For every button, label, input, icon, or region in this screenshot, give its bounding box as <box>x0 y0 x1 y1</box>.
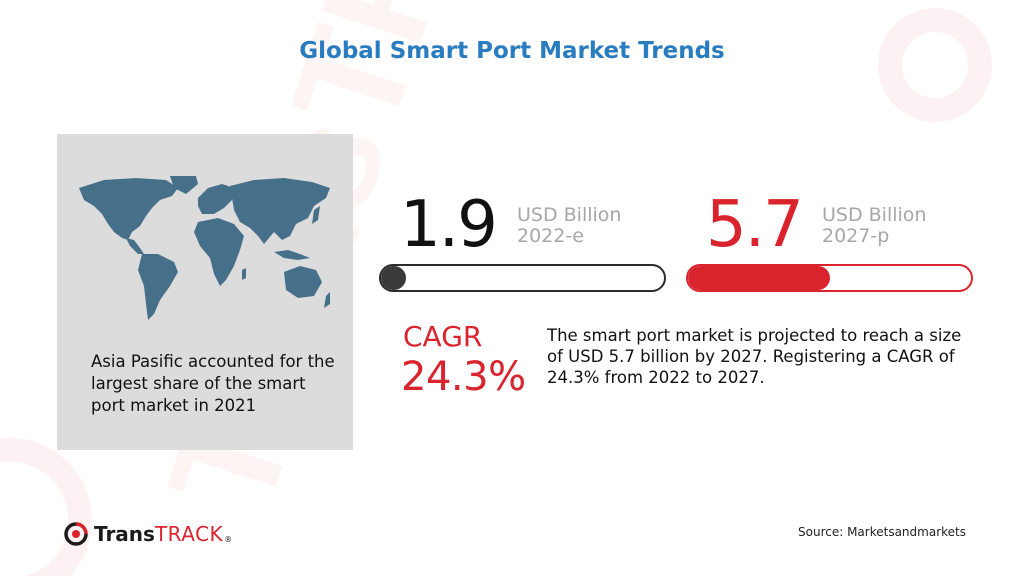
page-title: Global Smart Port Market Trends <box>299 38 725 64</box>
stat-2027-value: 5.7 <box>706 188 804 262</box>
progress-bar-2027 <box>686 264 973 292</box>
logo-registered-mark: ® <box>224 534 233 544</box>
transtrack-logo: Trans TRACK ® <box>63 520 232 548</box>
map-caption: Asia Pasific accounted for the largest s… <box>91 352 335 415</box>
world-map-image <box>79 176 330 320</box>
stat-2022-unit-year: 2022-e <box>517 225 584 247</box>
market-description: The smart port market is projected to re… <box>547 326 962 387</box>
progress-bar-2022-fill <box>381 266 407 290</box>
source-note: Source: Marketsandmarkets <box>798 525 966 539</box>
stat-2027-unit: USD Billion 2027-p <box>822 205 926 247</box>
cagr-label: CAGR <box>403 320 483 353</box>
cagr-value: 24.3% <box>401 354 526 400</box>
stat-2022-unit-currency: USD Billion <box>517 204 622 226</box>
logo-text-trans: Trans <box>94 522 155 546</box>
stat-2027-unit-currency: USD Billion <box>822 204 927 226</box>
stat-2027-unit-year: 2027-p <box>822 225 890 247</box>
world-map-card: Asia Pasific accounted for the largest s… <box>57 134 353 450</box>
progress-bar-2022 <box>379 264 666 292</box>
stat-2022-unit: USD Billion 2022-e <box>517 205 621 247</box>
stat-2022-value: 1.9 <box>400 188 498 262</box>
logo-text-track: TRACK <box>154 522 224 546</box>
progress-bar-2027-fill <box>688 266 830 290</box>
transtrack-logo-icon <box>64 522 88 546</box>
